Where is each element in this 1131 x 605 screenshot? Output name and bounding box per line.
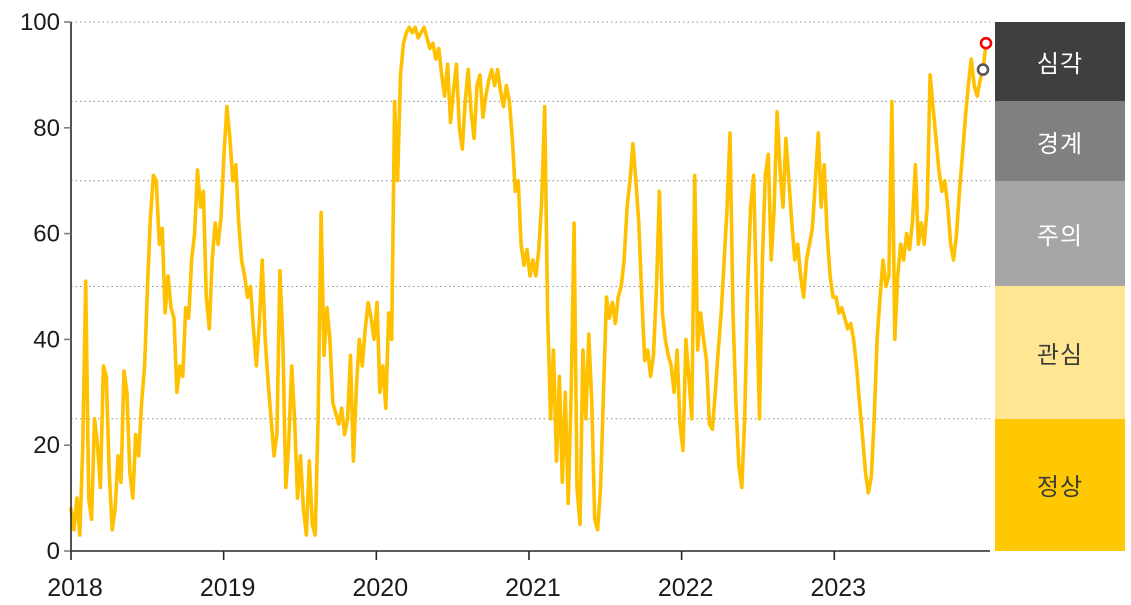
legend-band-label-caution: 주의 — [1036, 223, 1084, 251]
legend-band-label-alert: 경계 — [1036, 130, 1084, 158]
y-tick-label-20: 20 — [33, 432, 60, 459]
x-tick-label-2018: 2018 — [47, 574, 103, 602]
y-tick-label-100: 100 — [20, 9, 60, 36]
marker-latest-circle — [979, 36, 993, 50]
gridlines — [71, 21, 990, 420]
legend-band-alert: 경계 — [995, 101, 1125, 181]
legend-band-label-attention: 관심 — [1036, 342, 1084, 370]
legend-band-attention: 관심 — [995, 286, 1125, 419]
axis-labels: 0 20 40 60 80 100 2018 2019 2020 2021 2022 2023 — [20, 9, 866, 602]
legend-band-severe: 심각 — [995, 22, 1125, 102]
x-tick-label-2019: 2019 — [200, 574, 256, 602]
end-markers — [976, 36, 993, 76]
y-tick-label-40: 40 — [33, 326, 60, 353]
x-tick-label-2023: 2023 — [810, 574, 866, 602]
marker-previous-circle — [976, 63, 990, 76]
y-tick-label-60: 60 — [33, 221, 60, 248]
axes — [64, 21, 990, 560]
x-tick-label-2021: 2021 — [505, 574, 561, 602]
y-tick-label-80: 80 — [33, 115, 60, 142]
legend-band-label-severe: 심각 — [1036, 51, 1084, 79]
risk-index-line — [69, 25, 988, 537]
y-tick-label-0: 0 — [47, 538, 60, 565]
x-tick-label-2022: 2022 — [658, 574, 714, 602]
legend-band-normal: 정상 — [995, 418, 1125, 551]
legend-band-label-normal: 정상 — [1036, 474, 1084, 502]
series-line-group — [69, 25, 988, 537]
x-tick-label-2020: 2020 — [353, 574, 409, 602]
legend-band-caution: 주의 — [995, 180, 1125, 287]
